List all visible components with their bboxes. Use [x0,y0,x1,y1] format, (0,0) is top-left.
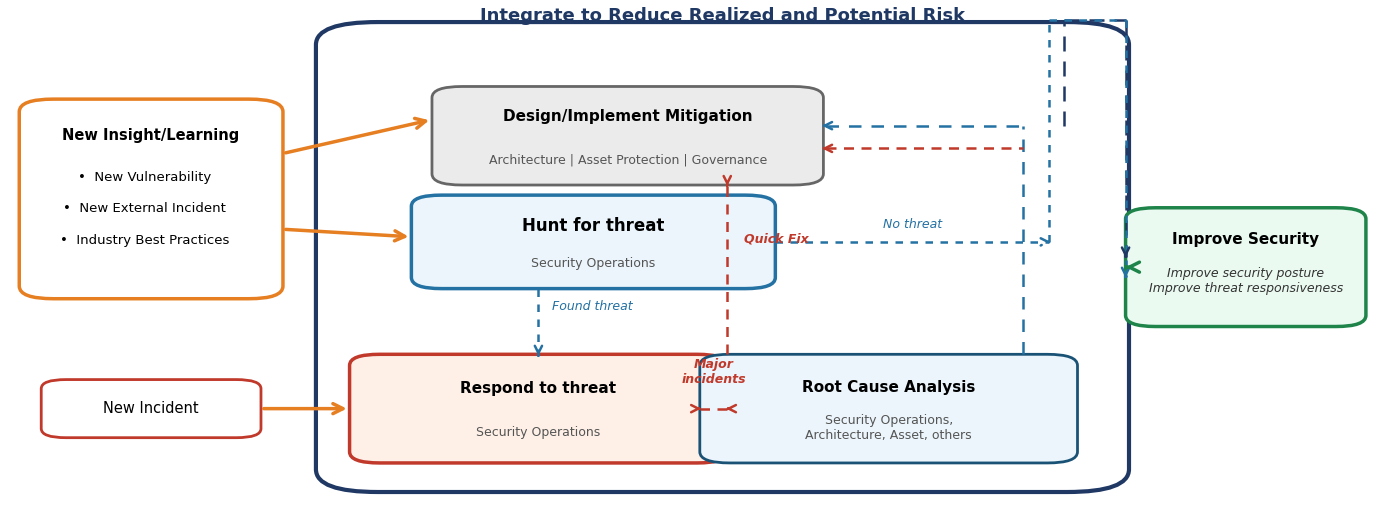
FancyBboxPatch shape [349,354,727,463]
Text: •  Industry Best Practices: • Industry Best Practices [59,234,229,247]
Text: New Incident: New Incident [103,401,199,416]
FancyBboxPatch shape [19,99,283,299]
Text: New Insight/Learning: New Insight/Learning [62,128,240,143]
Text: Hunt for threat: Hunt for threat [523,217,665,235]
FancyBboxPatch shape [411,195,775,288]
Text: No threat: No threat [883,218,942,231]
Text: Quick Fix: Quick Fix [743,233,808,246]
FancyBboxPatch shape [432,87,823,185]
Text: Security Operations: Security Operations [531,256,655,269]
FancyBboxPatch shape [1125,208,1367,327]
Text: Major
incidents: Major incidents [681,358,746,386]
Text: Improve security posture
Improve threat responsiveness: Improve security posture Improve threat … [1149,267,1343,295]
Text: Respond to threat: Respond to threat [461,381,616,396]
Text: Security Operations,
Architecture, Asset, others: Security Operations, Architecture, Asset… [805,414,972,442]
Text: Architecture | Asset Protection | Governance: Architecture | Asset Protection | Govern… [488,153,767,166]
Text: •  New External Incident: • New External Incident [63,201,226,215]
FancyBboxPatch shape [41,380,261,438]
Text: •  New Vulnerability: • New Vulnerability [77,171,211,184]
Text: Root Cause Analysis: Root Cause Analysis [803,380,975,395]
Text: Design/Implement Mitigation: Design/Implement Mitigation [503,109,753,124]
Text: Found threat: Found threat [552,300,633,313]
Text: Improve Security: Improve Security [1172,232,1320,247]
FancyBboxPatch shape [699,354,1077,463]
Text: Integrate to Reduce Realized and Potential Risk: Integrate to Reduce Realized and Potenti… [480,7,965,25]
Text: Security Operations: Security Operations [476,426,600,439]
